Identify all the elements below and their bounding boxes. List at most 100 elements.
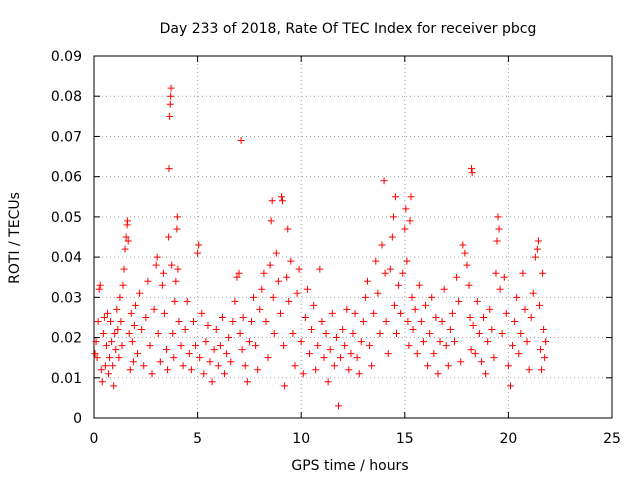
data-point: [218, 313, 226, 321]
data-point: [146, 342, 154, 350]
data-point: [473, 297, 481, 305]
data-point: [131, 301, 139, 309]
data-point: [390, 301, 398, 309]
data-point: [185, 350, 193, 358]
data-point: [355, 370, 363, 378]
data-point: [229, 317, 237, 325]
data-point: [284, 225, 292, 233]
data-point: [170, 354, 178, 362]
data-point: [411, 305, 419, 313]
data-point: [177, 342, 185, 350]
data-point: [523, 338, 531, 346]
data-point: [124, 217, 132, 225]
data-point: [397, 309, 405, 317]
data-point: [281, 382, 289, 390]
y-tick-label: 0.06: [51, 170, 82, 186]
data-point: [492, 269, 500, 277]
data-point: [129, 358, 137, 366]
data-point: [212, 326, 220, 334]
data-point: [404, 317, 412, 325]
data-point: [444, 362, 452, 370]
data-point: [324, 378, 332, 386]
data-point: [345, 366, 353, 374]
data-point: [122, 233, 130, 241]
x-tick-label: 25: [603, 431, 621, 447]
data-point: [515, 350, 523, 358]
data-point: [119, 281, 127, 289]
data-point: [291, 362, 299, 370]
data-point: [166, 100, 174, 108]
data-point: [511, 317, 519, 325]
data-point: [192, 342, 200, 350]
data-point: [120, 265, 128, 273]
data-point: [349, 330, 357, 338]
data-point: [468, 165, 476, 173]
data-point: [100, 313, 108, 321]
data-point: [409, 326, 417, 334]
data-point: [391, 193, 399, 201]
data-point: [295, 265, 303, 273]
data-point: [238, 346, 246, 354]
data-point: [221, 370, 229, 378]
data-point: [225, 334, 233, 342]
data-point: [303, 285, 311, 293]
data-point: [509, 342, 517, 350]
data-point: [92, 338, 100, 346]
data-points: [91, 84, 550, 410]
data-point: [525, 366, 533, 374]
data-point: [424, 362, 432, 370]
data-point: [488, 326, 496, 334]
data-point: [372, 257, 380, 265]
data-point: [378, 241, 386, 249]
data-point: [328, 309, 336, 317]
data-point: [351, 309, 359, 317]
data-point: [194, 249, 202, 257]
data-point: [506, 382, 514, 390]
data-point: [167, 92, 175, 100]
data-point: [150, 305, 158, 313]
data-point: [256, 305, 264, 313]
data-point: [167, 84, 175, 92]
data-point: [337, 354, 345, 362]
data-point: [102, 342, 110, 350]
data-point: [316, 265, 324, 273]
data-point: [169, 330, 177, 338]
data-point: [389, 213, 397, 221]
data-point: [517, 330, 525, 338]
data-point: [208, 378, 216, 386]
data-point: [402, 205, 410, 213]
data-point: [399, 269, 407, 277]
y-tick-label: 0.03: [51, 290, 82, 306]
data-point: [227, 358, 235, 366]
data-point: [406, 217, 414, 225]
y-tick-label: 0.09: [51, 49, 82, 65]
data-point: [293, 289, 301, 297]
data-point: [493, 237, 501, 245]
data-point: [426, 330, 434, 338]
data-point: [314, 342, 322, 350]
data-point: [318, 317, 326, 325]
y-axis-label: ROTI / TECUs: [7, 192, 23, 284]
data-point: [393, 330, 401, 338]
data-point: [326, 346, 334, 354]
data-point: [334, 402, 342, 410]
y-tick-label: 0.05: [51, 210, 82, 226]
data-point: [285, 297, 293, 305]
data-point: [457, 358, 465, 366]
grid-lines: [94, 56, 612, 418]
data-point: [101, 362, 109, 370]
data-point: [198, 309, 206, 317]
data-point: [408, 293, 416, 301]
data-point: [466, 313, 474, 321]
x-tick-label: 5: [193, 431, 202, 447]
data-point: [415, 281, 423, 289]
data-point: [243, 378, 251, 386]
data-point: [166, 112, 174, 120]
data-point: [312, 366, 320, 374]
data-point: [96, 281, 104, 289]
data-point: [405, 342, 413, 350]
data-point: [521, 305, 529, 313]
data-point: [91, 350, 99, 358]
data-point: [125, 330, 133, 338]
data-point: [272, 249, 280, 257]
